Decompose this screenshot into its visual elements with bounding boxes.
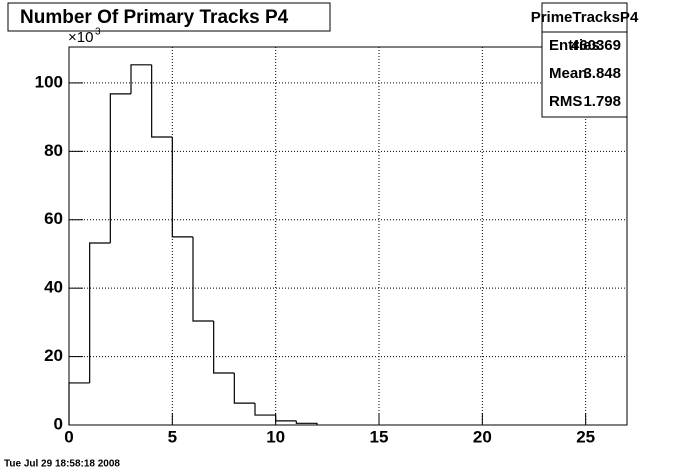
histogram-bin [192, 236, 214, 322]
histogram-bin [213, 321, 235, 374]
y-tick-label: 100 [35, 72, 63, 91]
y-multiplier: ×10 [68, 29, 93, 46]
chart-title: Number Of Primary Tracks P4 [20, 7, 289, 28]
y-tick-label: 0 [54, 414, 63, 433]
x-tick-label: 5 [168, 427, 177, 446]
stats-label: Mean [549, 65, 587, 82]
histogram-bin [254, 403, 276, 416]
stats-box [541, 2, 628, 118]
plot-frame [68, 46, 628, 426]
y-tick-label: 40 [44, 278, 63, 297]
x-tick-label: 0 [64, 427, 73, 446]
stats-title: PrimeTracksP4 [531, 9, 639, 26]
timestamp: Tue Jul 29 18:58:18 2008 [4, 459, 120, 470]
y-tick-label: 80 [44, 141, 63, 160]
histogram-bin [130, 64, 152, 94]
x-tick-label: 10 [266, 427, 285, 446]
stats-label: Entries [549, 37, 600, 54]
histogram-bin [275, 415, 297, 422]
y-tick-label: 60 [44, 209, 63, 228]
stats-label: RMS [549, 93, 582, 110]
histogram-bin [295, 420, 318, 425]
histogram-bin [89, 242, 111, 383]
x-tick-label: 15 [370, 427, 389, 446]
stats-value: 460369 [571, 37, 621, 54]
x-tick-label: 25 [576, 427, 595, 446]
histogram-bin [151, 64, 173, 138]
title-box [7, 2, 331, 32]
y-tick-label: 20 [44, 346, 63, 365]
histogram-bin [171, 136, 193, 238]
stats-value: 3.848 [583, 65, 621, 82]
histogram-bin [109, 93, 131, 244]
histogram-bin [233, 373, 255, 404]
stats-value: 1.798 [583, 93, 621, 110]
x-tick-label: 20 [473, 427, 492, 446]
y-multiplier-exponent: 3 [95, 27, 101, 38]
